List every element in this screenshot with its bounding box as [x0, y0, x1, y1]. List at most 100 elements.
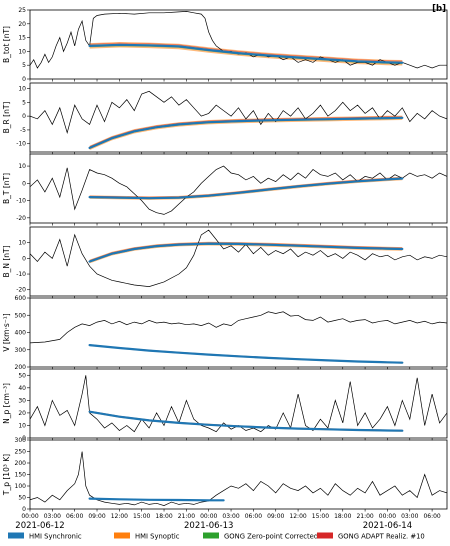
x-tick-label: 03:00: [44, 513, 61, 520]
y-tick-label: 10: [18, 86, 26, 93]
date-label: 2021-06-13: [184, 521, 233, 531]
x-tick-label: 06:00: [66, 513, 83, 520]
x-tick-label: 00:00: [21, 513, 38, 520]
y-tick-label: -20: [16, 287, 26, 294]
hmi-synchronic-line: [88, 410, 404, 432]
x-tick-label: 15:00: [312, 513, 329, 520]
y-tick-label: -10: [16, 198, 26, 205]
y-axis-label: N_p [cm⁻³]: [2, 383, 11, 424]
y-tick-label: 0: [22, 76, 26, 83]
y-tick-label: 40: [18, 385, 26, 392]
legend: HMI Synchronic HMI Synoptic GONG Zero-poin…: [8, 532, 425, 541]
legend-swatch: [317, 532, 333, 539]
y-tick-label: 0: [22, 180, 26, 187]
y-axis-label: B_R [nT]: [2, 102, 11, 134]
gong-zero-point-line: [89, 118, 403, 149]
x-tick-label: 00:00: [379, 513, 396, 520]
y-tick-label: 5: [22, 62, 26, 69]
hmi-synchronic-line: [88, 242, 404, 263]
panel-frame: [29, 368, 448, 439]
panel-1: 0 5 10 15 20 25 B_tot [nT]: [2, 7, 448, 83]
y-tick-label: 200: [15, 364, 27, 371]
legend-label: HMI Synchronic: [29, 533, 82, 541]
panel-4: -20 -10 0 10 B_N [nT]: [2, 226, 448, 299]
y-tick-label: 20: [18, 21, 26, 28]
observed-line: [30, 90, 447, 134]
x-tick-label: 18:00: [334, 513, 351, 520]
y-tick-label: 300: [15, 437, 27, 444]
y-tick-label: 200: [15, 460, 27, 467]
y-tick-label: 250: [15, 449, 27, 456]
y-tick-label: 15: [18, 35, 26, 42]
x-tick-label: 12:00: [111, 513, 128, 520]
x-tick-label: 18:00: [155, 513, 172, 520]
y-tick-label: 0: [22, 506, 26, 513]
y-tick-label: 600: [15, 295, 27, 302]
x-tick-label: 00:00: [200, 513, 217, 520]
y-tick-label: 50: [18, 495, 26, 502]
panel-6: 0 10 20 30 40 50 N_p [cm⁻³]: [2, 368, 448, 442]
y-tick-label: 10: [18, 48, 26, 55]
y-tick-label: 10: [18, 240, 26, 247]
legend-label: GONG ADAPT Realiz. #10: [338, 533, 425, 541]
y-tick-label: -20: [16, 215, 26, 222]
panel-5: 200 300 400 500 600 V [km·s⁻¹]: [2, 295, 448, 371]
y-tick-label: 10: [18, 163, 26, 170]
y-tick-label: 10: [18, 422, 26, 429]
gong-adapt-line: [89, 344, 403, 363]
y-tick-label: 30: [18, 397, 26, 404]
y-tick-label: 20: [18, 410, 26, 417]
y-tick-label: 0: [22, 255, 26, 262]
y-tick-label: -10: [16, 141, 26, 148]
legend-label: GONG Zero-point Corrected: [224, 533, 318, 541]
y-tick-label: 5: [22, 99, 26, 106]
legend-swatch: [114, 532, 130, 539]
observed-line: [30, 11, 447, 69]
observed-line: [30, 165, 447, 215]
observed-line: [30, 375, 447, 433]
panel-3: -20 -10 0 10 B_T [nT]: [2, 153, 448, 226]
x-tick-label: 06:00: [423, 513, 440, 520]
x-tick-label: 21:00: [356, 513, 373, 520]
panel-2: -10 -5 0 5 10 B_R [nT]: [2, 82, 448, 155]
y-tick-label: 500: [15, 312, 27, 319]
y-tick-label: 400: [15, 330, 27, 337]
panel-7: 0 50 100 150 200 250 300 T_p [10³ K]: [2, 437, 448, 513]
legend-swatch: [8, 532, 24, 539]
panel-frame: [29, 82, 448, 153]
panel-label: [b]: [432, 4, 446, 14]
legend-label: HMI Synoptic: [135, 533, 180, 541]
y-axis-label: B_tot [nT]: [2, 26, 11, 63]
y-tick-label: 300: [15, 347, 27, 354]
x-tick-label: 06:00: [245, 513, 262, 520]
x-tick-label: 21:00: [178, 513, 195, 520]
panel-frame: [29, 153, 448, 224]
observed-line: [30, 311, 447, 344]
x-tick-label: 12:00: [289, 513, 306, 520]
observed-line: [30, 451, 447, 506]
y-axis-label: B_T [nT]: [2, 173, 11, 204]
hmi-synchronic-line: [88, 344, 404, 364]
x-tick-label: 09:00: [88, 513, 105, 520]
hmi-synchronic-line: [88, 177, 404, 200]
date-label: 2021-06-14: [363, 521, 412, 531]
panel-frame: [29, 226, 448, 297]
hmi-synchronic-line: [88, 116, 404, 149]
legend-swatch: [203, 532, 219, 539]
y-tick-label: -5: [20, 127, 26, 134]
y-tick-label: 50: [18, 372, 26, 379]
y-tick-label: 100: [15, 483, 27, 490]
y-axis-label: T_p [10³ K]: [2, 454, 11, 496]
date-label: 2021-06-12: [15, 521, 64, 531]
panels-group: 0 5 10 15 20 25 B_tot [nT] -10 -5 0 5 10 B_R [nT] -20…: [2, 7, 448, 531]
x-tick-label: 15:00: [133, 513, 150, 520]
panel-frame: [29, 9, 448, 80]
y-axis-label: B_N [nT]: [2, 245, 11, 277]
hmi-synchronic-line: [88, 497, 225, 502]
y-tick-label: 150: [15, 472, 27, 479]
hmi-synchronic-line: [88, 43, 404, 64]
y-tick-label: 0: [22, 113, 26, 120]
y-tick-label: -10: [16, 271, 26, 278]
x-tick-label: 03:00: [401, 513, 418, 520]
